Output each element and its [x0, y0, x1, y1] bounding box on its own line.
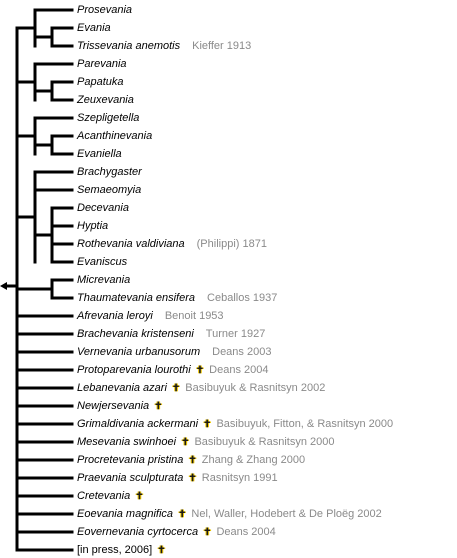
taxon-name: Evania	[77, 22, 111, 34]
taxon-name: Protoparevania lourothi	[77, 364, 191, 376]
leaf-label[interactable]: Szepligetella	[77, 110, 139, 126]
extinct-dagger-icon: ✝	[171, 383, 181, 394]
taxon-name: Praevania sculpturata	[77, 472, 184, 484]
leaf-label[interactable]: Hyptia	[77, 218, 108, 234]
taxon-name: [in press, 2006]	[77, 544, 153, 556]
taxon-name: Grimaldivania ackermani	[77, 418, 199, 430]
taxon-name: Cretevania	[77, 490, 131, 502]
taxon-authority: Basibuyuk, Fitton, & Rasnitsyn 2000	[216, 418, 394, 430]
leaf-label[interactable]: Parevania	[77, 56, 127, 72]
leaf-label[interactable]: Evaniscus	[77, 254, 127, 270]
taxon-name: Vernevania urbanusorum	[77, 346, 201, 358]
taxon-authority: Nel, Waller, Hodebert & De Ploëg 2002	[191, 508, 382, 520]
leaf-label[interactable]: Lebanevania azari ✝ Basibuyuk & Rasnitsyn …	[77, 380, 325, 396]
leaf-label[interactable]: Rothevania valdiviana (Philippi) 1871	[77, 236, 267, 252]
taxon-authority: Basibuyuk & Rasnitsyn 2000	[194, 436, 335, 448]
taxon-authority: Ceballos 1937	[207, 292, 278, 304]
taxon-name: Evaniella	[77, 148, 122, 160]
taxon-name: Hyptia	[77, 220, 109, 232]
taxon-name: Micrevania	[77, 274, 131, 286]
taxon-name: Brachygaster	[77, 166, 142, 178]
leaf-label[interactable]: Brachevania kristenseni Turner 1927	[77, 326, 265, 342]
root-arrow-icon	[0, 282, 7, 290]
taxon-name: Semaeomyia	[77, 184, 142, 196]
leaf-label[interactable]: Protoparevania lourothi ✝ Deans 2004	[77, 362, 268, 378]
leaf-label[interactable]: Vernevania urbanusorum Deans 2003	[77, 344, 271, 360]
leaf-label[interactable]: Papatuka	[77, 74, 123, 90]
taxon-name: Szepligetella	[77, 112, 140, 124]
taxon-name: Newjersevania	[77, 400, 150, 412]
taxon-name: Brachevania kristenseni	[77, 328, 194, 340]
taxon-authority: Benoit 1953	[164, 310, 224, 322]
extinct-dagger-icon: ✝	[157, 545, 166, 556]
leaf-label[interactable]: Procretevania pristina ✝ Zhang & Zhang 200…	[77, 452, 305, 468]
leaf-label[interactable]: Trissevania anemotis Kieffer 1913	[77, 38, 251, 54]
extinct-dagger-icon: ✝	[154, 401, 163, 412]
taxon-authority: Kieffer 1913	[192, 40, 252, 52]
leaf-label[interactable]: Acanthinevania	[77, 128, 152, 144]
taxon-name: Mesevania swinhoei	[77, 436, 177, 448]
taxon-authority: Deans 2004	[216, 526, 276, 538]
taxon-name: Zeuxevania	[77, 94, 134, 106]
leaf-label[interactable]: Decevania	[77, 200, 129, 216]
leaf-label[interactable]: Evania	[77, 20, 111, 36]
extinct-dagger-icon: ✝	[188, 473, 197, 484]
leaf-label[interactable]: Evaniella	[77, 146, 122, 162]
extinct-dagger-icon: ✝	[181, 437, 190, 448]
leaf-label[interactable]: Thaumatevania ensifera Ceballos 1937	[77, 290, 277, 306]
leaf-label[interactable]: Mesevania swinhoei ✝ Basibuyuk & Rasnitsyn…	[77, 434, 334, 450]
extinct-dagger-icon: ✝	[195, 365, 205, 376]
taxon-authority: (Philippi) 1871	[196, 238, 267, 250]
taxon-authority: Turner 1927	[205, 328, 266, 340]
taxon-authority: Rasnitsyn 1991	[201, 472, 278, 484]
taxon-authority: Deans 2004	[209, 364, 269, 376]
extinct-dagger-icon: ✝	[188, 455, 197, 466]
taxon-name: Eoevania magnifica	[77, 508, 174, 520]
leaf-label[interactable]: [in press, 2006] ✝	[77, 542, 166, 558]
taxon-name: Afrevania leroyi	[77, 310, 153, 322]
extinct-dagger-icon: ✝	[203, 527, 212, 538]
leaf-label[interactable]: Prosevania	[77, 2, 132, 18]
taxon-name: Eovernevania cyrtocerca	[77, 526, 199, 538]
taxon-name: Decevania	[77, 202, 129, 214]
leaf-label[interactable]: Grimaldivania ackermani ✝ Basibuyuk, Fitto…	[77, 416, 393, 432]
taxon-name: Procretevania pristina	[77, 454, 184, 466]
leaf-label[interactable]: Praevania sculpturata ✝ Rasnitsyn 1991	[77, 470, 278, 486]
leaf-label[interactable]: Eoevania magnifica ✝ Nel, Waller, Hodebert…	[77, 506, 382, 522]
taxon-name: Lebanevania azari	[77, 382, 167, 394]
extinct-dagger-icon: ✝	[178, 509, 187, 520]
leaf-label[interactable]: Afrevania leroyi Benoit 1953	[77, 308, 224, 324]
extinct-dagger-icon: ✝	[203, 419, 212, 430]
taxon-name: Rothevania valdiviana	[77, 238, 185, 250]
leaf-label[interactable]: Micrevania	[77, 272, 130, 288]
leaf-label[interactable]: Zeuxevania	[77, 92, 134, 108]
leaf-label[interactable]: Eovernevania cyrtocerca ✝ Deans 2004	[77, 524, 276, 540]
taxon-authority: Deans 2003	[212, 346, 272, 358]
taxon-name: Papatuka	[77, 76, 124, 88]
leaf-label[interactable]: Cretevania ✝	[77, 488, 144, 504]
taxon-name: Evaniscus	[77, 256, 128, 268]
leaf-label[interactable]: Brachygaster	[77, 164, 142, 180]
taxon-authority: Zhang & Zhang 2000	[201, 454, 306, 466]
taxon-name: Thaumatevania ensifera	[77, 292, 196, 304]
extinct-dagger-icon: ✝	[135, 491, 144, 502]
leaf-label[interactable]: Semaeomyia	[77, 182, 141, 198]
leaf-label[interactable]: Newjersevania ✝	[77, 398, 163, 414]
taxon-name: Prosevania	[77, 4, 133, 16]
taxon-authority: Basibuyuk & Rasnitsyn 2002	[185, 382, 326, 394]
taxon-name: Acanthinevania	[77, 130, 153, 142]
taxon-name: Parevania	[77, 58, 127, 70]
taxon-name: Trissevania anemotis	[77, 40, 181, 52]
